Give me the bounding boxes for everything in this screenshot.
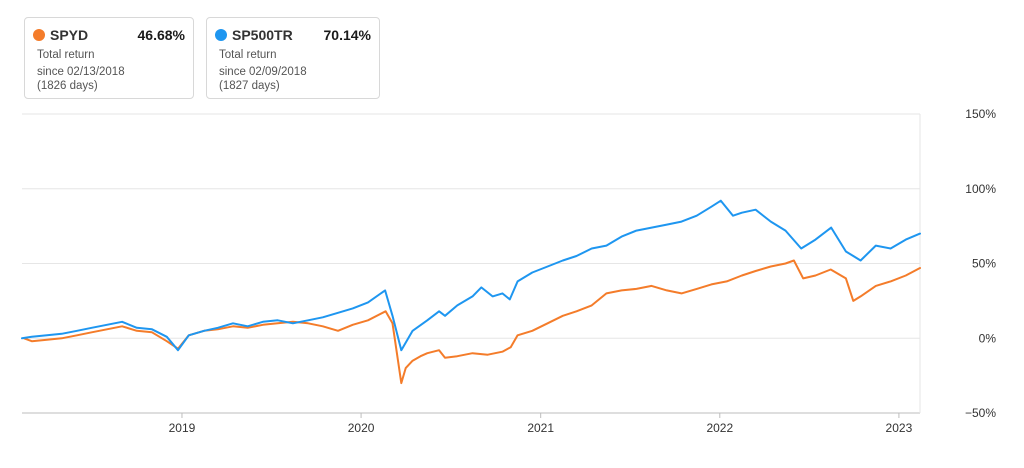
spyd-legend-dot-icon — [33, 29, 45, 41]
x-tick-label: 2019 — [169, 421, 196, 435]
spyd-since-date: since 02/13/2018 — [37, 66, 125, 78]
y-tick-label: 100% — [965, 182, 996, 196]
y-axis: 150% 100% 50% 0% −50% — [965, 107, 996, 420]
spyd-ticker: SPYD — [50, 27, 89, 43]
spyd-card[interactable]: SPYD 46.68% Total return since 02/13/201… — [24, 17, 194, 99]
spyd-total-return-value: 46.68% — [137, 27, 185, 43]
x-tick-label: 2023 — [886, 421, 913, 435]
total-return-chart[interactable]: 150% 100% 50% 0% −50% 2019 2020 2021 2022 2023 — [0, 100, 1024, 468]
sp500tr-ticker: SP500TR — [232, 27, 293, 43]
spyd-card-header: SPYD 46.68% — [33, 26, 185, 44]
spyd-metric-label: Total return — [37, 49, 95, 61]
x-tick-label: 2022 — [706, 421, 733, 435]
sp500tr-line — [21, 199, 921, 352]
y-tick-label: 50% — [972, 257, 996, 271]
spyd-days: (1826 days) — [37, 80, 98, 92]
x-tick-label: 2020 — [348, 421, 375, 435]
chart-series — [21, 199, 921, 385]
y-tick-label: 0% — [979, 331, 997, 345]
x-tick-label: 2021 — [527, 421, 554, 435]
x-axis: 2019 2020 2021 2022 2023 — [22, 114, 921, 435]
sp500tr-days: (1827 days) — [219, 80, 280, 92]
spyd-line — [23, 259, 921, 385]
sp500tr-card[interactable]: SP500TR 70.14% Total return since 02/09/… — [206, 17, 380, 99]
sp500tr-metric-label: Total return — [219, 49, 277, 61]
sp500tr-legend-dot-icon — [215, 29, 227, 41]
sp500tr-card-header: SP500TR 70.14% — [215, 26, 371, 44]
sp500tr-since-date: since 02/09/2018 — [219, 66, 307, 78]
sp500tr-total-return-value: 70.14% — [323, 27, 371, 43]
y-tick-label: 150% — [965, 107, 996, 121]
y-tick-label: −50% — [965, 406, 996, 420]
